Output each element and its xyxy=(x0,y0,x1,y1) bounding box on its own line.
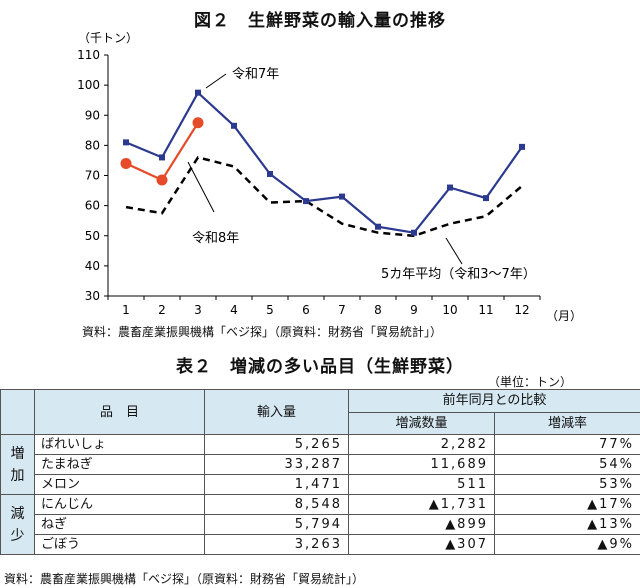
row-import: 5,794 xyxy=(204,514,349,535)
table-row: 減少 にんじん 8,548 ▲1,731 ▲17% xyxy=(0,494,640,555)
data-point-r7 xyxy=(267,170,273,177)
row-qty: 2,282 xyxy=(348,434,495,455)
row-import: 1,471 xyxy=(204,474,349,495)
header-item: 品 目 xyxy=(34,389,205,435)
y-tick-label: 40 xyxy=(85,259,100,273)
x-tick-label: 10 xyxy=(442,303,457,317)
header-compare: 前年同月との比較 xyxy=(348,389,640,413)
y-tick-label: 60 xyxy=(85,199,100,213)
data-point-r7 xyxy=(375,223,381,230)
row-qty: 11,689 xyxy=(348,454,495,475)
x-tick-label: 9 xyxy=(410,303,418,317)
legend-label-r8: 令和8年 xyxy=(192,231,239,246)
row-qty: ▲1,731 xyxy=(348,494,495,515)
header-import: 輸入量 xyxy=(204,389,349,435)
row-import: 3,263 xyxy=(204,534,349,555)
table-row: メロン 1,471 511 53% xyxy=(1,474,640,495)
y-tick-label: 80 xyxy=(85,138,100,152)
x-tick-label: 7 xyxy=(338,303,346,317)
figure-title: 図２ 生鮮野菜の輸入量の推移 xyxy=(194,11,446,31)
row-rate: 54% xyxy=(494,454,640,475)
table-row: たまねぎ 33,287 11,689 54% xyxy=(1,454,640,475)
y-tick-label: 100 xyxy=(77,78,100,92)
table-row: ねぎ 5,794 ▲899 ▲13% xyxy=(1,514,640,535)
import-change-table: 品 目 輸入量 前年同月との比較 増減数量 増減率 増加 ばれいしょ 5,265… xyxy=(0,389,640,555)
x-tick-label: 12 xyxy=(514,303,529,317)
series-line-1 xyxy=(125,122,199,182)
table-source-note: 資料：農畜産業振興機構「ベジ探」（原資料：財務省「貿易統計」） xyxy=(4,572,365,586)
row-name: メロン xyxy=(34,474,205,495)
row-rate: ▲9% xyxy=(494,534,640,555)
row-rate: 53% xyxy=(494,474,640,495)
data-point-r8 xyxy=(120,157,132,169)
y-tick-label: 30 xyxy=(85,289,100,303)
row-import: 5,265 xyxy=(204,434,349,455)
y-tick-label: 110 xyxy=(77,48,100,62)
row-rate: ▲13% xyxy=(494,514,640,535)
header-change-qty: 増減数量 xyxy=(348,411,495,435)
data-point-r7 xyxy=(483,195,489,202)
data-point-r8 xyxy=(156,174,168,186)
y-axis-unit-label: （千トン） xyxy=(78,31,138,45)
legend-leader-r7 xyxy=(205,73,227,89)
data-point-r7 xyxy=(519,143,525,150)
row-import: 8,548 xyxy=(204,494,349,515)
row-name: たまねぎ xyxy=(34,454,205,475)
series-line-2 xyxy=(125,155,523,238)
data-point-r7 xyxy=(339,193,345,200)
series-line-0 xyxy=(125,90,523,234)
row-rate: ▲17% xyxy=(494,494,640,515)
data-point-r7 xyxy=(123,139,129,146)
header-change-rate: 増減率 xyxy=(494,411,640,435)
y-tick-label: 70 xyxy=(85,169,100,183)
row-rate: 77% xyxy=(494,434,640,455)
data-point-r7 xyxy=(411,229,417,236)
data-point-r7 xyxy=(195,89,201,96)
row-qty: ▲899 xyxy=(348,514,495,535)
row-name: ごぼう xyxy=(34,534,205,555)
data-point-r7 xyxy=(231,122,237,129)
data-point-r7 xyxy=(447,184,453,191)
table-row: 増加 ばれいしょ 5,265 2,282 77% xyxy=(0,434,640,495)
data-point-r7 xyxy=(159,154,165,161)
row-name: ばれいしょ xyxy=(34,434,205,455)
x-tick-label: 6 xyxy=(302,303,310,317)
table-unit: （単位：トン） xyxy=(488,375,573,389)
legend-leader-avg xyxy=(445,237,463,265)
x-tick-label: 3 xyxy=(194,303,202,317)
x-axis-unit-label: （月） xyxy=(546,309,582,322)
row-name: にんじん xyxy=(34,494,205,515)
x-tick-label: 4 xyxy=(230,303,238,317)
y-tick-label: 50 xyxy=(85,229,100,243)
header-blank xyxy=(0,389,35,435)
legend-label-r7: 令和7年 xyxy=(232,67,279,82)
row-qty: ▲307 xyxy=(348,534,495,555)
legend-label-avg: 5カ年平均（令和3〜7年） xyxy=(381,267,536,282)
y-tick-label: 90 xyxy=(85,108,100,122)
row-qty: 511 xyxy=(348,474,495,495)
row-name: ねぎ xyxy=(34,514,205,535)
table-title: 表２ 増減の多い品目（生鮮野菜） xyxy=(176,357,464,377)
x-tick-label: 1 xyxy=(122,303,130,317)
table-row: ごぼう 3,263 ▲307 ▲9% xyxy=(1,534,640,555)
x-tick-label: 11 xyxy=(478,303,493,317)
x-tick-label: 8 xyxy=(374,303,382,317)
x-tick-label: 5 xyxy=(266,303,274,317)
data-point-r8 xyxy=(192,117,204,129)
chart-source-note: 資料：農畜産業振興機構「ベジ探」（原資料：財務省「貿易統計」） xyxy=(82,325,443,339)
legend-leader-r8 xyxy=(187,161,215,213)
row-import: 33,287 xyxy=(204,454,349,475)
side-label-increase: 増加 xyxy=(0,434,35,495)
x-tick-label: 2 xyxy=(158,303,166,317)
data-point-r7 xyxy=(303,198,309,205)
side-label-decrease: 減少 xyxy=(0,494,35,555)
